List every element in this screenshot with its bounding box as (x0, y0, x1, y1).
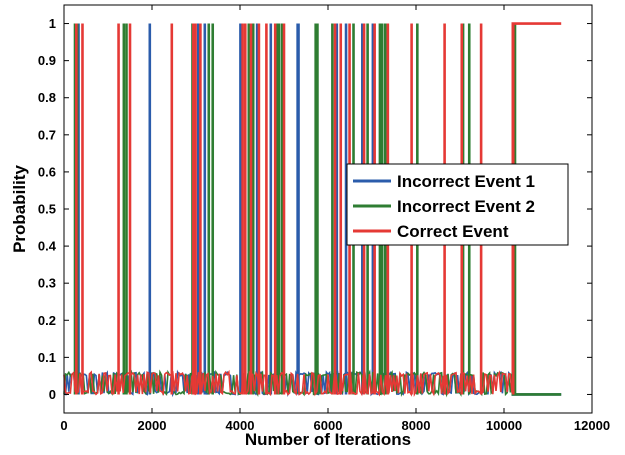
legend: Incorrect Event 1 Incorrect Event 2 Correc… (346, 163, 569, 246)
legend-entry-label: Incorrect Event 1 (397, 172, 535, 191)
legend-entry-label: Correct Event (397, 222, 509, 241)
x-tick-label: 12000 (574, 418, 610, 433)
series-3 (63, 22, 562, 398)
x-tick-label: 8000 (402, 418, 431, 433)
x-tick-label: 2000 (138, 418, 167, 433)
y-tick-label: 0.6 (38, 164, 56, 179)
y-tick-label: 0.9 (38, 53, 56, 68)
y-tick-label: 0.4 (38, 239, 57, 254)
legend-entry-label: Incorrect Event 2 (397, 197, 535, 216)
y-tick-label: 0.1 (38, 350, 56, 365)
y-tick-label: 0.7 (38, 127, 56, 142)
x-tick-label: 6000 (314, 418, 343, 433)
y-tick-label: 0.8 (38, 90, 56, 105)
series-final-segment (511, 22, 562, 373)
x-tick-label: 4000 (226, 418, 255, 433)
y-tick-label: 0.2 (38, 313, 56, 328)
series-2 (63, 23, 562, 398)
y-tick-label: 1 (49, 16, 56, 31)
y-tick-label: 0.3 (38, 276, 56, 291)
x-tick-label: 10000 (486, 418, 522, 433)
y-axis-label: Probability (10, 165, 29, 253)
y-tick-label: 0 (49, 387, 56, 402)
y-tick-label: 0.5 (38, 202, 56, 217)
x-axis-label: Number of Iterations (245, 430, 411, 449)
series-noise-line (63, 369, 513, 398)
series-layer (63, 22, 562, 398)
tick-layer: 0 2000 4000 6000 8000 10000 12000 0 0.1 0.2 0.3 0.4… (38, 5, 610, 433)
x-tick-label: 0 (60, 418, 67, 433)
